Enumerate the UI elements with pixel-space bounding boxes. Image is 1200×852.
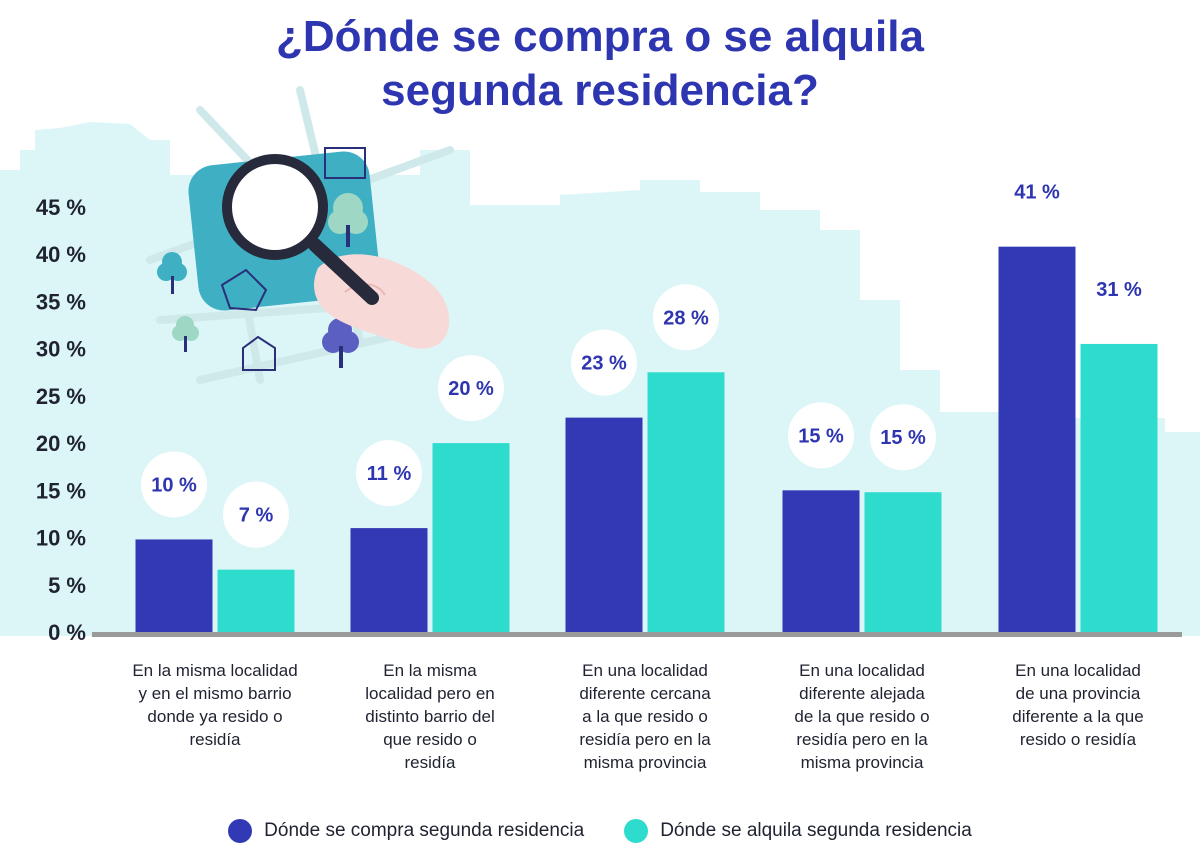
category-label-line: residía pero en la [579,730,711,749]
bar-alquila [217,569,295,632]
x-axis-line [92,632,1182,637]
category-label: En una localidad diferente cercana a la qu… [550,659,740,774]
legend-item-compra: Dónde se compra segunda residencia [228,819,584,843]
data-label: 7 % [239,505,274,527]
category-label-line: En la misma [383,661,477,680]
category-label-line: En una localidad [799,661,925,680]
category-label-line: residía [189,730,241,749]
bar-compra [565,417,643,632]
category-label-line: donde ya resido o [147,707,283,726]
bar-compra [135,539,213,632]
legend-label-alquila: Dónde se alquila segunda residencia [660,820,972,841]
y-tick-label: 30 % [36,337,86,362]
category-label-line: residía [404,753,456,772]
magnifier-icon [222,154,379,305]
bar-compra [782,490,860,632]
data-label-bubble [438,355,504,422]
data-label: 15 % [798,425,844,447]
y-tick-label: 40 % [36,242,86,267]
chart-title: ¿Dónde se compra o se alquila segunda re… [0,10,1200,118]
category-label-line: En una localidad [582,661,708,680]
data-label-bubble [223,481,289,548]
data-label-bubble [870,404,936,471]
category-label-line: En la misma localidad [132,661,298,680]
category-label-line: resido o residía [1019,730,1137,749]
data-label-bubble [653,284,719,351]
category-label-line: diferente alejada [799,684,925,703]
y-tick-label: 10 % [36,526,86,551]
data-label-bubble [571,329,637,396]
y-tick-label: 35 % [36,289,86,314]
category-label-line: En una localidad [1015,661,1141,680]
legend: Dónde se compra segunda residencia Dónde… [0,814,1200,848]
bar-alquila [864,492,942,632]
data-label: 23 % [581,353,627,375]
data-label: 41 % [1014,182,1060,204]
legend-swatch-alquila [624,819,649,843]
legend-item-alquila: Dónde se alquila segunda residencia [624,819,972,843]
category-label-line: de la que resido o [794,707,930,726]
category-label: En la misma localidad pero en distinto bar… [335,659,525,774]
category-label-line: diferente cercana [579,684,711,703]
bar-alquila [1080,343,1158,632]
category-label-line: misma provincia [583,753,707,772]
data-label: 10 % [151,474,197,496]
bar-compra [998,246,1076,632]
bar-alquila [432,443,510,632]
chart-title-line-2: segunda residencia? [381,66,819,115]
category-label-line: de una provincia [1015,684,1141,703]
y-tick-label: 15 % [36,478,86,503]
y-tick-label: 5 % [48,573,86,598]
category-label: En una localidad de una provincia diferent… [983,659,1173,751]
category-label-line: localidad pero en [365,684,495,703]
data-label: 28 % [663,307,709,329]
data-label: 15 % [880,427,926,449]
category-label: En la misma localidad y en el mismo barri… [120,659,310,751]
legend-label-compra: Dónde se compra segunda residencia [264,820,585,841]
category-label-line: diferente a la que [1012,707,1144,726]
y-tick-label: 0 % [48,620,86,645]
data-label: 11 % [367,463,412,485]
category-label-line: y en el mismo barrio [138,684,292,703]
data-label-bubble [1086,255,1152,322]
data-label: 31 % [1096,279,1142,301]
data-label: 20 % [448,378,494,400]
y-tick-label: 25 % [36,384,86,409]
category-label: En una localidad diferente alejada de la q… [767,659,957,774]
data-label-bubble [1004,158,1070,225]
category-label-line: misma provincia [800,753,924,772]
map-illustration [146,86,454,384]
data-label-bubble [788,402,854,469]
bar-alquila [647,372,725,632]
data-label-bubble [356,440,422,507]
category-label-line: que resido o [383,730,477,749]
data-label-bubble [141,451,207,518]
category-label-line: distinto barrio del [365,707,495,726]
legend-swatch-compra [228,819,253,843]
category-label-line: residía pero en la [796,730,928,749]
bar-compra [350,528,428,632]
y-tick-label: 20 % [36,431,86,456]
y-tick-label: 45 % [36,195,86,220]
category-label-line: a la que resido o [582,707,708,726]
chart-title-line-1: ¿Dónde se compra o se alquila [276,12,924,61]
